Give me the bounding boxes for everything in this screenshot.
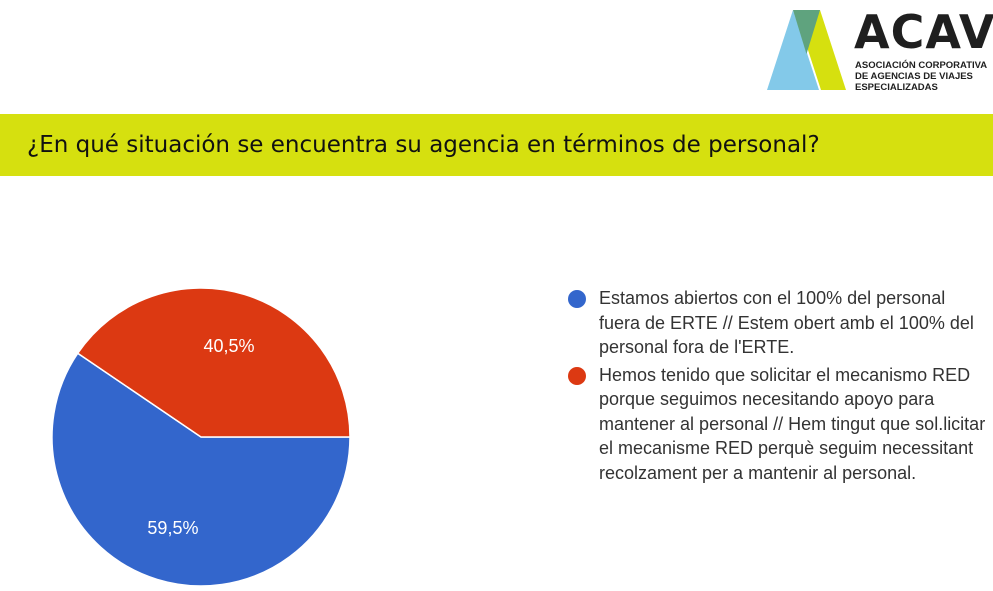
question-banner: ¿En qué situación se encuentra su agenci… [0, 114, 993, 176]
pie-slice-2 [76, 287, 351, 438]
logo-wordmark: ACAVE [854, 5, 993, 59]
question-text: ¿En qué situación se encuentra su agenci… [27, 132, 820, 158]
legend-dot-icon [568, 290, 586, 308]
logo-subtitle: Asociación corporativa de agencias de vi… [855, 60, 987, 93]
legend-item-1: Estamos abiertos con el 100% del persona… [568, 286, 988, 360]
legend-item-2: Hemos tenido que solicitar el mecanismo … [568, 363, 988, 486]
pie-data-label-1: 59,5% [147, 518, 198, 538]
legend-label: Estamos abiertos con el 100% del persona… [599, 288, 974, 357]
legend-dot-icon [568, 366, 586, 385]
pie-data-label-2: 40,5% [204, 336, 255, 356]
acave-logo-mark [767, 10, 846, 90]
pie-chart: 59,5% 40,5% [51, 287, 351, 587]
legend-label: Hemos tenido que solicitar el mecanismo … [599, 364, 986, 483]
pie-slice-1 [51, 352, 351, 587]
acave-logo: ACAVE Asociación corporativa de agencias… [762, 4, 993, 100]
chart-legend: Estamos abiertos con el 100% del persona… [568, 286, 988, 488]
